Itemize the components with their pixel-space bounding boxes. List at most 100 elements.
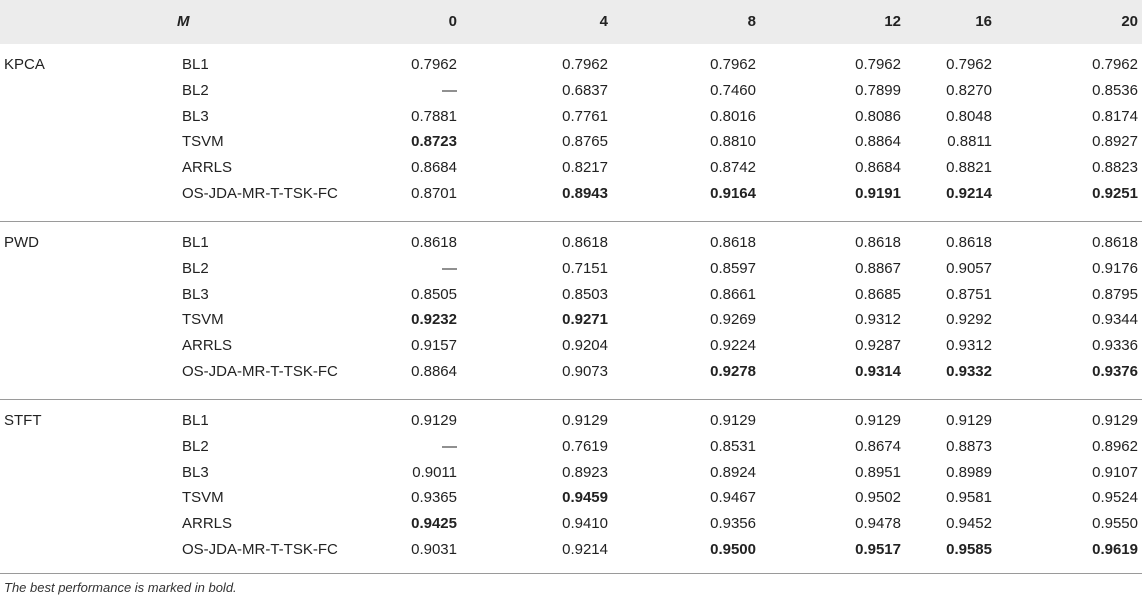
- header-col-20: 20: [1121, 13, 1138, 30]
- table-cell: 0.8873: [946, 438, 992, 455]
- table-cell: 0.8823: [1092, 159, 1138, 176]
- table-cell: 0.8751: [946, 286, 992, 303]
- table-cell: 0.9191: [855, 185, 901, 202]
- table-cell: 0.9356: [710, 515, 756, 532]
- table-cell: —: [442, 438, 457, 455]
- table-cell: 0.9214: [946, 185, 992, 202]
- table-cell: 0.8927: [1092, 133, 1138, 150]
- table-cell: 0.9336: [1092, 337, 1138, 354]
- table-cell: 0.8924: [710, 464, 756, 481]
- table-cell: 0.8701: [411, 185, 457, 202]
- table-cell: 0.9376: [1092, 363, 1138, 380]
- table-cell: 0.9011: [412, 464, 457, 481]
- method-label: BL2: [182, 260, 209, 277]
- table-header-row: M 0 4 8 12 16 20: [0, 0, 1142, 44]
- method-label: BL3: [182, 108, 209, 125]
- table-cell: 0.8674: [855, 438, 901, 455]
- table-cell: 0.8597: [710, 260, 756, 277]
- method-label: BL1: [182, 234, 209, 251]
- group-divider: [0, 221, 1142, 222]
- header-col-16: 16: [975, 13, 992, 30]
- table-cell: 0.9524: [1092, 489, 1138, 506]
- table-cell: 0.7619: [562, 438, 608, 455]
- table-cell: 0.9502: [855, 489, 901, 506]
- table-cell: 0.9157: [411, 337, 457, 354]
- table-cell: 0.8811: [947, 133, 992, 150]
- table-cell: 0.7460: [710, 82, 756, 99]
- table-cell: 0.9312: [946, 337, 992, 354]
- method-label: ARRLS: [182, 515, 233, 532]
- table-cell: 0.8618: [710, 234, 756, 251]
- table-cell: 0.9057: [946, 260, 992, 277]
- table-cell: 0.7962: [1092, 56, 1138, 73]
- table-cell: 0.9176: [1092, 260, 1138, 277]
- group-divider: [0, 399, 1142, 400]
- header-col-12: 12: [884, 13, 901, 30]
- table-cell: 0.9129: [1092, 412, 1138, 429]
- table-cell: 0.8795: [1092, 286, 1138, 303]
- table-cell: 0.9232: [411, 311, 457, 328]
- table-cell: 0.9459: [562, 489, 608, 506]
- method-label: OS-JDA-MR-T-TSK-FC: [182, 363, 338, 380]
- group-label: STFT: [4, 412, 42, 429]
- method-label: BL2: [182, 82, 209, 99]
- table-cell: 0.8864: [411, 363, 457, 380]
- table-cell: 0.8765: [562, 133, 608, 150]
- header-col-4: 4: [599, 13, 608, 30]
- table-cell: 0.9129: [710, 412, 756, 429]
- table-cell: 0.8048: [946, 108, 992, 125]
- table-cell: 0.9287: [855, 337, 901, 354]
- table-cell: 0.8531: [710, 438, 756, 455]
- table-cell: 0.9619: [1092, 541, 1138, 558]
- table-footnote: The best performance is marked in bold.: [4, 580, 237, 595]
- table-cell: 0.8217: [562, 159, 608, 176]
- table-cell: 0.9410: [562, 515, 608, 532]
- table-cell: 0.9271: [562, 311, 608, 328]
- table-cell: 0.8962: [1092, 438, 1138, 455]
- table-cell: 0.7962: [411, 56, 457, 73]
- table-cell: 0.6837: [562, 82, 608, 99]
- table-cell: 0.7962: [710, 56, 756, 73]
- table-cell: 0.9478: [855, 515, 901, 532]
- group-label: KPCA: [4, 56, 45, 73]
- table-cell: 0.8685: [855, 286, 901, 303]
- table-cell: 0.8943: [562, 185, 608, 202]
- table-cell: 0.7881: [411, 108, 457, 125]
- table-cell: 0.8867: [855, 260, 901, 277]
- table-cell: 0.9073: [562, 363, 608, 380]
- table-cell: 0.8016: [710, 108, 756, 125]
- table-cell: 0.9269: [710, 311, 756, 328]
- method-label: BL2: [182, 438, 209, 455]
- method-label: ARRLS: [182, 337, 233, 354]
- table-cell: 0.8661: [710, 286, 756, 303]
- table-cell: 0.8536: [1092, 82, 1138, 99]
- table-cell: 0.8684: [411, 159, 457, 176]
- table-cell: 0.8684: [855, 159, 901, 176]
- method-label: ARRLS: [182, 159, 233, 176]
- table-cell: 0.8618: [946, 234, 992, 251]
- table-cell: 0.9344: [1092, 311, 1138, 328]
- table-cell: 0.7962: [946, 56, 992, 73]
- table-cell: 0.8086: [855, 108, 901, 125]
- table-cell: 0.9129: [562, 412, 608, 429]
- method-label: BL3: [182, 286, 209, 303]
- table-cell: 0.9278: [710, 363, 756, 380]
- method-label: OS-JDA-MR-T-TSK-FC: [182, 541, 338, 558]
- table-cell: 0.8270: [946, 82, 992, 99]
- table-cell: —: [442, 82, 457, 99]
- table-cell: 0.8174: [1092, 108, 1138, 125]
- table-cell: 0.9312: [855, 311, 901, 328]
- method-label: TSVM: [182, 311, 224, 328]
- table-cell: 0.9164: [710, 185, 756, 202]
- method-label: BL3: [182, 464, 209, 481]
- table-cell: 0.9292: [946, 311, 992, 328]
- table-cell: 0.9452: [946, 515, 992, 532]
- group-label: PWD: [4, 234, 39, 251]
- table-cell: 0.8810: [710, 133, 756, 150]
- table-cell: 0.7962: [855, 56, 901, 73]
- table-cell: 0.9517: [855, 541, 901, 558]
- table-cell: 0.8923: [562, 464, 608, 481]
- method-label: OS-JDA-MR-T-TSK-FC: [182, 185, 338, 202]
- table-cell: 0.9467: [710, 489, 756, 506]
